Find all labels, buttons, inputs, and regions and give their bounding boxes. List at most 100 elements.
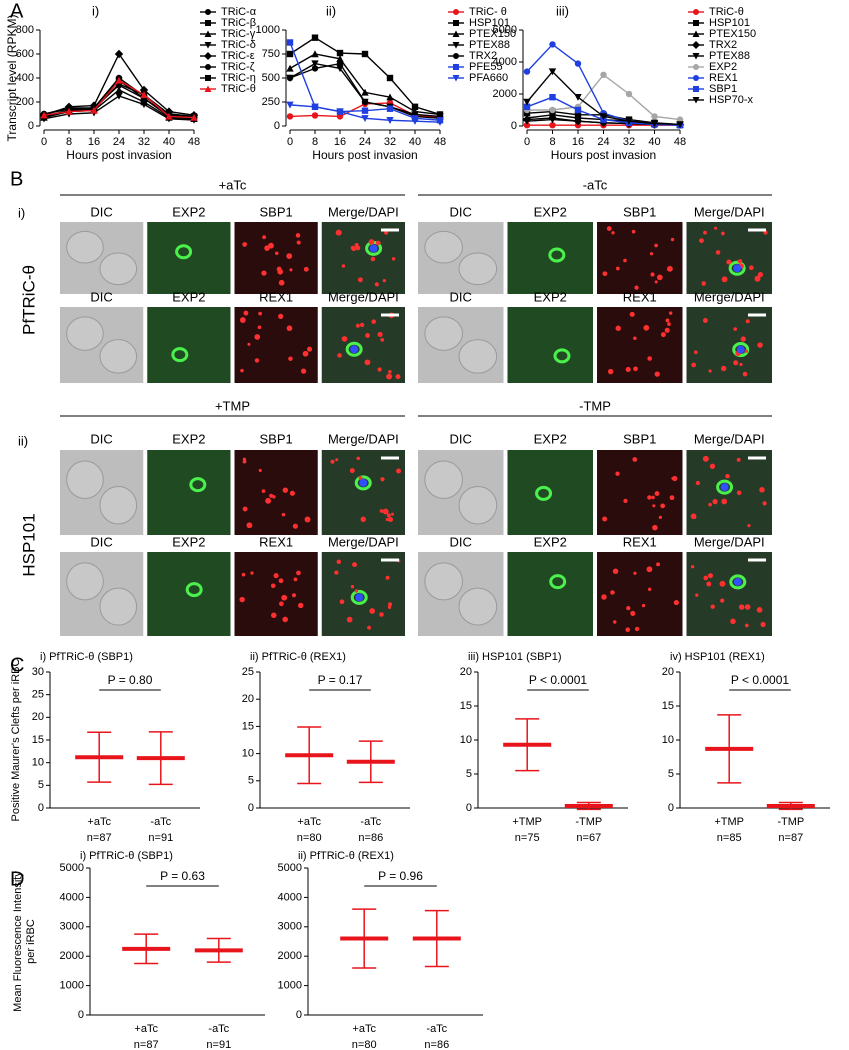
- channel-label: EXP2: [534, 431, 567, 446]
- condition-label: -aTc: [583, 177, 608, 192]
- p-value: P < 0.0001: [529, 673, 587, 687]
- plot-title: iv) HSP101 (REX1): [670, 651, 765, 663]
- cleft: [246, 522, 253, 529]
- x-axis-label: Hours post invasion: [66, 148, 171, 162]
- parasite: [732, 342, 750, 358]
- legend-label: HSP70-x: [709, 94, 754, 106]
- cleft: [601, 594, 607, 600]
- cleft: [634, 626, 640, 632]
- cleft: [612, 568, 619, 575]
- legend-label: SBP1: [709, 83, 737, 95]
- marker: [548, 116, 557, 124]
- legend-marker: [692, 53, 700, 60]
- y-tick-label: 250: [262, 96, 280, 108]
- legend-label: EXP2: [709, 61, 737, 73]
- x-tick-label: -aTc: [426, 1023, 447, 1035]
- y-tick-label: 600: [16, 48, 34, 60]
- n-label: n=86: [358, 832, 383, 844]
- cleft: [756, 607, 763, 613]
- cleft: [707, 573, 714, 579]
- micrograph: [597, 222, 683, 294]
- plot-title: ii) PfTRiC-θ (REX1): [298, 850, 394, 862]
- cleft: [334, 570, 339, 575]
- x-tick-label: -aTc: [208, 1023, 229, 1035]
- cleft: [370, 256, 376, 262]
- channel-label: REX1: [623, 289, 657, 304]
- y-tick-label: 0: [668, 802, 674, 814]
- cleft: [281, 594, 288, 601]
- cleft: [647, 356, 652, 361]
- x-tick-label: 8: [549, 136, 555, 148]
- cleft: [349, 468, 355, 474]
- condition-label: +aTc: [219, 177, 247, 192]
- plot-title: iii) HSP101 (SBP1): [468, 651, 562, 663]
- y-tick-label: 0: [274, 120, 280, 132]
- micrograph: [597, 450, 683, 535]
- cleft: [745, 319, 750, 324]
- strain-label: HSP101: [19, 513, 38, 576]
- legend-marker: [452, 42, 460, 49]
- cleft: [610, 590, 615, 595]
- legend-label: TRiC-β: [221, 17, 256, 29]
- cleft: [242, 459, 247, 464]
- y-tick-label: 0: [296, 1009, 302, 1021]
- y-tick-label: 5: [248, 775, 254, 787]
- cell-outline: [424, 316, 463, 351]
- x-tick-label: -aTc: [360, 816, 381, 828]
- nucleus: [355, 593, 364, 602]
- cleft: [386, 373, 393, 380]
- cleft: [296, 240, 301, 245]
- y-tick-label: 20: [242, 693, 254, 705]
- cleft: [242, 242, 248, 247]
- cleft: [721, 365, 727, 372]
- marker: [386, 93, 394, 101]
- marker: [311, 103, 319, 111]
- y-tick-label: 1000: [278, 980, 302, 992]
- marker: [361, 88, 369, 96]
- image-background: [507, 552, 593, 636]
- cell-outline: [424, 562, 463, 601]
- x-tick-label: 24: [359, 136, 371, 148]
- cleft: [726, 259, 732, 265]
- cleft: [382, 508, 389, 515]
- micrograph: [321, 307, 405, 383]
- x-tick-label: 32: [384, 136, 396, 148]
- legend-marker: [453, 64, 459, 70]
- cleft: [286, 325, 293, 332]
- marker: [311, 65, 319, 72]
- cleft: [379, 612, 384, 617]
- legend-marker: [693, 75, 699, 81]
- legend-marker: [452, 75, 460, 82]
- legend-label: HSP101: [709, 17, 750, 29]
- cleft: [706, 581, 712, 587]
- n-label: n=87: [134, 1039, 159, 1050]
- cleft: [695, 593, 699, 597]
- y-tick-label: 15: [32, 734, 44, 746]
- cleft: [268, 242, 274, 249]
- image-background: [686, 222, 772, 294]
- cleft: [289, 490, 295, 496]
- n-label: n=85: [717, 832, 742, 844]
- micrograph: [321, 450, 405, 535]
- cleft: [247, 342, 251, 346]
- channel-label: DIC: [450, 534, 472, 549]
- cleft: [739, 362, 743, 367]
- channel-label: Merge/DAPI: [694, 204, 765, 219]
- parasite: [553, 348, 571, 364]
- cleft: [602, 516, 608, 522]
- x-tick-label: 32: [623, 136, 635, 148]
- marker: [311, 60, 319, 68]
- cleft: [625, 366, 631, 373]
- channel-label: SBP1: [260, 431, 293, 446]
- n-label: n=91: [148, 832, 173, 844]
- y-tick-label: 20: [662, 666, 674, 678]
- marker: [574, 94, 582, 101]
- x-tick-label: 48: [674, 136, 686, 148]
- cleft: [701, 281, 706, 286]
- cleft: [625, 627, 631, 633]
- cell-outline: [458, 486, 498, 525]
- cleft: [240, 368, 244, 373]
- cleft: [691, 362, 697, 368]
- x-tick-label: +aTc: [134, 1023, 158, 1035]
- condition-label: -TMP: [579, 398, 611, 413]
